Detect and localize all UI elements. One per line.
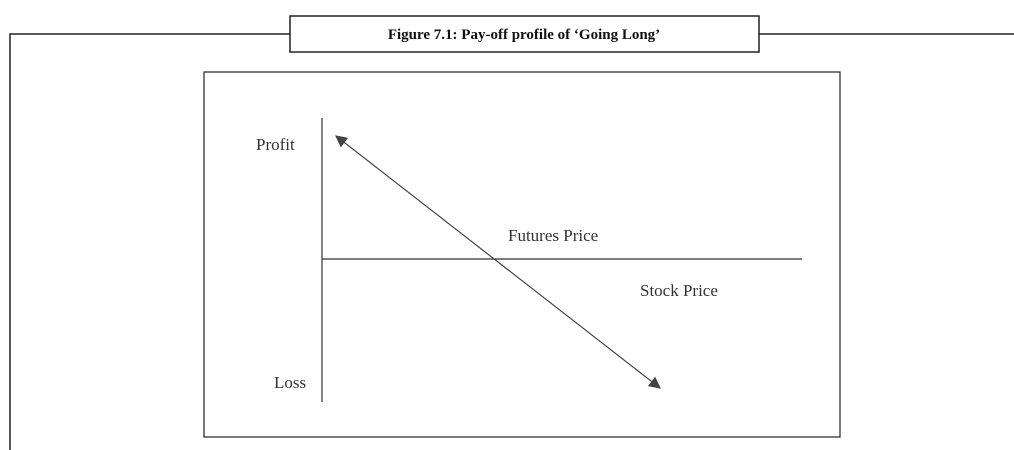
frame-left	[9, 33, 290, 450]
profit-label: Profit	[256, 135, 295, 154]
loss-label: Loss	[274, 373, 306, 392]
futures-price-label: Futures Price	[508, 226, 598, 245]
title-box	[289, 15, 760, 53]
payoff-line	[335, 135, 661, 389]
figure-title: Figure 7.1: Pay-off profile of ‘Going Lo…	[388, 27, 660, 43]
stock-price-label: Stock Price	[640, 281, 718, 300]
